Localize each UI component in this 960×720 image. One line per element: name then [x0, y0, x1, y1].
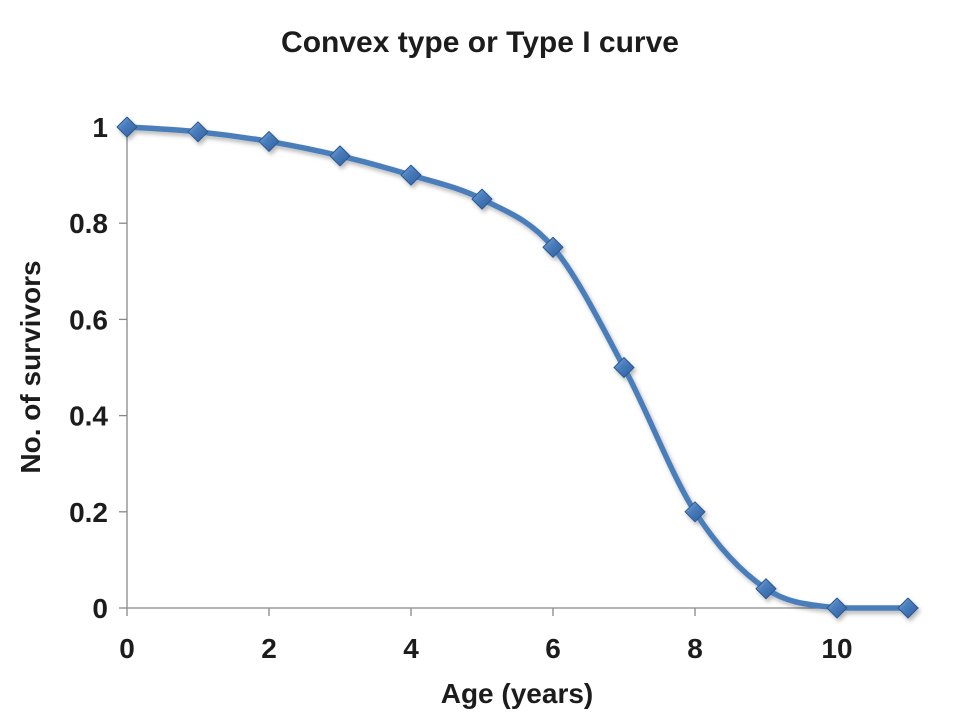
data-point-marker — [897, 597, 919, 619]
data-point-marker — [329, 145, 351, 167]
data-point-marker — [684, 501, 706, 523]
y-axis-label: No. of survivors — [15, 260, 46, 473]
x-tick-label: 0 — [119, 633, 135, 664]
x-tick-label: 10 — [821, 633, 852, 664]
survivorship-curve — [124, 124, 911, 611]
y-tick-label: 0.8 — [69, 208, 108, 239]
x-tick-label: 2 — [261, 633, 277, 664]
x-tick-label: 8 — [687, 633, 703, 664]
data-point-marker — [471, 188, 493, 210]
x-tick-label: 4 — [403, 633, 419, 664]
y-tick-label: 0.4 — [69, 401, 108, 432]
data-point-marker — [400, 164, 422, 186]
axes — [119, 126, 919, 616]
y-tick-label: 1 — [92, 112, 108, 143]
chart-title: Convex type or Type I curve — [281, 26, 679, 59]
data-point-marker — [826, 597, 848, 619]
y-tick-label: 0.6 — [69, 304, 108, 335]
data-point-marker — [542, 236, 564, 258]
x-tick-label: 6 — [545, 633, 561, 664]
data-point-marker — [187, 121, 209, 143]
x-axis-label: Age (years) — [441, 678, 594, 709]
data-point-marker — [258, 130, 280, 152]
y-tick-label: 0 — [92, 593, 108, 624]
data-point-marker — [613, 357, 635, 378]
series-line-group — [116, 116, 919, 619]
data-point-marker — [755, 578, 777, 600]
data-point-marker — [116, 116, 138, 138]
y-tick-label: 0.2 — [69, 497, 108, 528]
tick-labels: 0 2 4 6 8 10 0 0.2 0.4 0.6 0.8 1 — [69, 112, 853, 664]
